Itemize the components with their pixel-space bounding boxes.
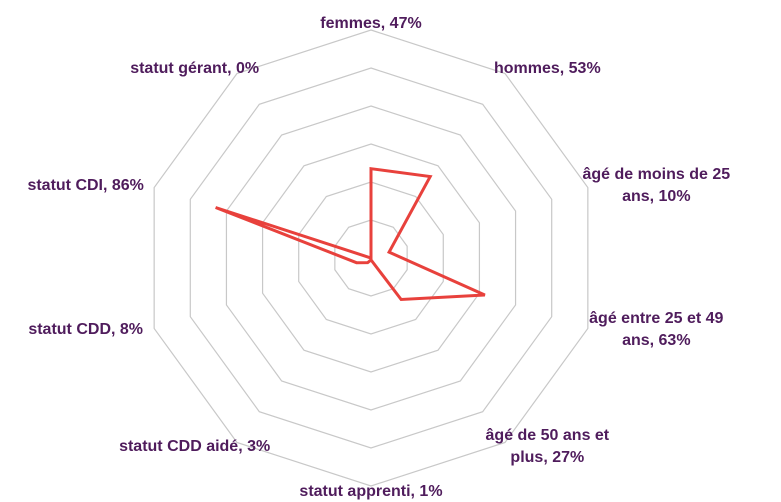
- grid-ring: [189, 67, 553, 449]
- axis-label: âgé entre 25 et 49 ans, 63%: [589, 310, 724, 350]
- axis-label: statut CDD, 8%: [28, 321, 144, 339]
- axis-label: statut CDD aidé, 3%: [119, 438, 271, 456]
- axis-label: statut apprenti, 1%: [299, 483, 443, 500]
- axis-label: statut CDI, 86%: [27, 176, 144, 194]
- axis-label: femmes, 47%: [320, 15, 422, 32]
- grid-ring: [298, 181, 444, 335]
- axis-label: âgé de moins de 25 ans, 10%: [582, 165, 731, 205]
- data-line: [215, 166, 486, 302]
- axis-label: hommes, 53%: [493, 59, 601, 77]
- grid-ring: [261, 143, 481, 373]
- grid-ring: [153, 29, 589, 487]
- grid-ring: [334, 219, 408, 297]
- axis-label: âgé de 50 ans et plus, 27%: [485, 427, 610, 467]
- grid-ring: [225, 105, 517, 411]
- axis-label: statut gérant, 0%: [130, 59, 260, 77]
